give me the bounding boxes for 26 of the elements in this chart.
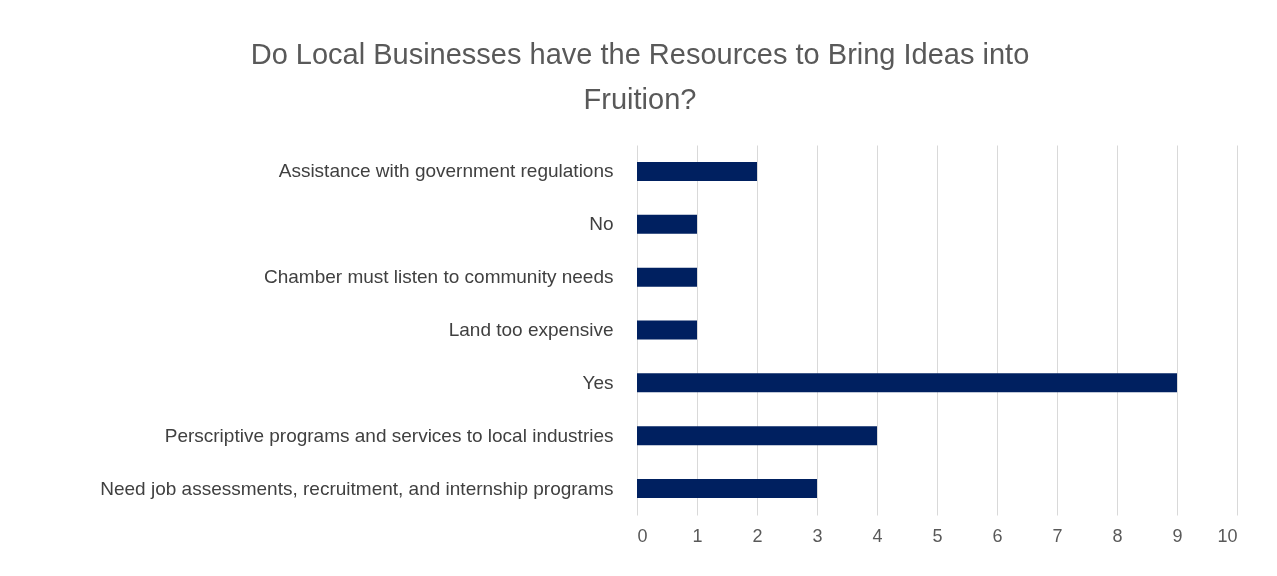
y-tick-label: Yes — [582, 371, 614, 393]
y-tick-label: Chamber must listen to community needs — [263, 266, 614, 288]
bar — [637, 320, 697, 340]
bar — [637, 161, 757, 181]
x-tick-label: 8 — [1112, 525, 1123, 546]
y-tick-label: No — [589, 213, 614, 235]
y-tick-label: Assistance with government regulations — [278, 160, 614, 182]
bar — [637, 426, 877, 446]
x-tick-label: 4 — [872, 525, 883, 546]
x-tick-label: 1 — [692, 525, 703, 546]
x-tick-label: 6 — [992, 525, 1003, 546]
chart-title: Do Local Businesses have the Resources to Bring Ideas into Fruition? — [250, 38, 1030, 115]
y-tick-label: Perscriptive programs and services to local industries — [164, 424, 614, 446]
x-tick-label: 7 — [1052, 525, 1063, 546]
x-tick-label: 0 — [637, 525, 648, 546]
x-tick-label: 3 — [812, 525, 823, 546]
x-tick-label: 9 — [1172, 525, 1183, 546]
bar — [637, 214, 697, 234]
bar — [637, 373, 1177, 393]
y-tick-label: Land too expensive — [448, 319, 614, 340]
bar — [637, 479, 817, 499]
x-tick-label: 10 — [1217, 525, 1238, 546]
x-tick-label: 2 — [752, 525, 763, 546]
x-tick-label: 5 — [932, 525, 943, 546]
bar — [637, 267, 697, 287]
y-tick-label: Need job assessments, recruitment, and internship programs — [100, 477, 614, 499]
